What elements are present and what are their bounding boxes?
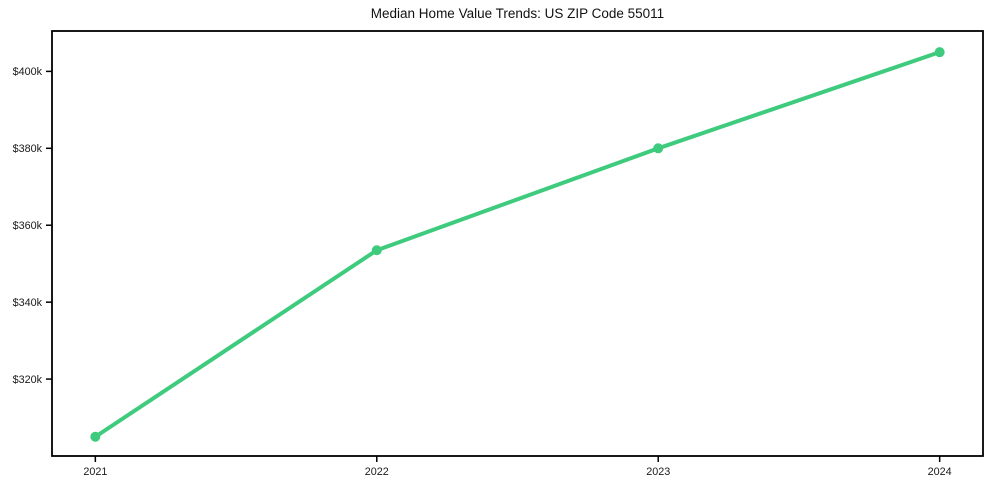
x-tick-label: 2024 xyxy=(928,466,952,478)
y-tick-label: $360k xyxy=(13,220,43,232)
y-tick-label: $400k xyxy=(13,66,43,78)
plot-border xyxy=(51,30,984,457)
data-point xyxy=(934,47,945,58)
data-line xyxy=(93,50,942,439)
y-tick-label: $380k xyxy=(13,143,43,155)
chart-title: Median Home Value Trends: US ZIP Code 55… xyxy=(370,6,665,21)
x-tick-label: 2023 xyxy=(646,466,670,478)
y-tick-label: $320k xyxy=(13,374,43,386)
data-point xyxy=(653,143,664,154)
x-tick-label: 2022 xyxy=(365,466,389,478)
data-point xyxy=(90,431,101,442)
y-tick-label: $340k xyxy=(13,297,43,309)
x-tick-label: 2021 xyxy=(83,466,107,478)
data-point xyxy=(371,245,382,256)
